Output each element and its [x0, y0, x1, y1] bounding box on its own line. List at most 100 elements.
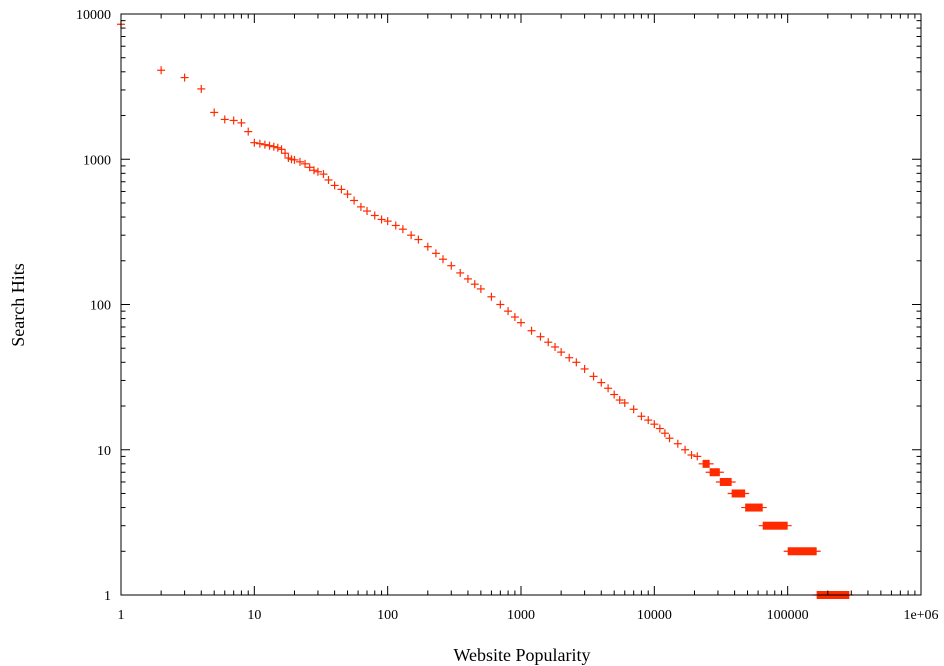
data-band: [727, 489, 750, 498]
data-point: [476, 284, 485, 293]
data-point: [277, 145, 286, 154]
data-point: [407, 231, 416, 240]
data-point: [517, 318, 525, 327]
data-point: [615, 396, 624, 405]
data-point: [673, 439, 682, 448]
data-band: [783, 547, 821, 556]
x-tick-label: 10: [247, 608, 261, 623]
data-point: [391, 221, 400, 230]
data-point: [456, 268, 465, 277]
data-point: [665, 434, 674, 443]
data-band: [715, 477, 736, 486]
data-band: [698, 459, 714, 468]
data-point: [463, 274, 472, 283]
x-tick-label: 100: [377, 608, 398, 623]
data-point: [363, 207, 372, 216]
data-point: [604, 384, 613, 393]
data-series: [117, 20, 854, 599]
data-point: [269, 142, 278, 151]
data-point: [319, 170, 328, 179]
data-point: [260, 140, 269, 149]
data-point: [229, 116, 238, 125]
data-point: [470, 280, 479, 289]
y-axis-title: Search Hits: [8, 263, 28, 346]
data-point: [305, 163, 314, 172]
y-tick-label: 1: [104, 589, 111, 604]
data-point: [644, 416, 653, 425]
y-tick-label: 1000: [83, 153, 111, 168]
data-point: [544, 338, 553, 347]
data-point: [687, 451, 696, 460]
data-point: [496, 300, 505, 309]
data-point: [273, 143, 282, 152]
data-point: [536, 332, 545, 341]
x-tick-label: 1000: [507, 608, 535, 623]
data-point: [330, 181, 339, 190]
data-point: [504, 307, 513, 316]
data-point: [370, 211, 379, 220]
data-point: [265, 141, 274, 150]
data-point: [572, 358, 581, 367]
data-point: [629, 405, 638, 414]
data-point: [565, 353, 574, 362]
data-point: [660, 429, 669, 438]
data-point: [343, 190, 352, 199]
data-point: [650, 420, 659, 429]
data-point: [431, 249, 440, 258]
data-point: [295, 157, 304, 166]
data-point: [398, 225, 407, 234]
data-point: [589, 372, 598, 381]
data-band: [705, 468, 724, 477]
data-point: [557, 348, 566, 357]
data-point: [244, 127, 253, 136]
data-point: [510, 313, 519, 322]
data-point: [423, 242, 432, 251]
data-point: [681, 445, 690, 454]
data-point: [356, 202, 365, 211]
data-point: [250, 138, 259, 147]
data-point: [551, 342, 560, 351]
data-point: [655, 424, 664, 433]
data-point: [447, 261, 456, 270]
data-point: [313, 167, 322, 176]
plot-frame: [120, 13, 922, 596]
data-point: [580, 364, 589, 373]
x-axis-title: Website Popularity: [453, 645, 590, 665]
y-tick-label: 100: [90, 299, 111, 314]
data-point: [220, 115, 229, 124]
x-tick-label: 10000: [637, 608, 672, 623]
data-point: [383, 217, 392, 226]
data-point: [301, 159, 310, 168]
x-tick-label: 100000: [767, 608, 809, 623]
data-point: [620, 398, 629, 407]
data-point: [637, 412, 646, 421]
data-point: [324, 175, 333, 184]
data-point: [350, 196, 359, 205]
axis-ticks: [120, 13, 922, 596]
data-point: [610, 390, 619, 399]
data-point: [693, 452, 702, 461]
data-point: [597, 378, 606, 387]
data-point: [237, 118, 246, 127]
x-tick-label: 1: [118, 608, 125, 623]
x-tick-label: 1e+06: [903, 608, 938, 623]
data-point: [438, 255, 447, 264]
tick-labels: 1 10 100 1000 10000 100000 1e+06 1 10 100 1000 1000…: [76, 8, 939, 623]
data-band: [741, 503, 767, 512]
y-tick-label: 10000: [76, 8, 111, 23]
data-band: [758, 521, 792, 530]
data-point: [309, 166, 318, 175]
data-point: [414, 235, 423, 244]
data-point: [290, 155, 299, 164]
data-point: [255, 139, 264, 148]
data-point: [281, 149, 290, 158]
y-tick-label: 10: [97, 444, 111, 459]
data-point: [197, 84, 206, 93]
data-point: [210, 108, 219, 117]
data-point: [377, 215, 386, 224]
data-point: [337, 185, 346, 194]
data-point: [527, 326, 536, 335]
data-point: [180, 73, 189, 82]
